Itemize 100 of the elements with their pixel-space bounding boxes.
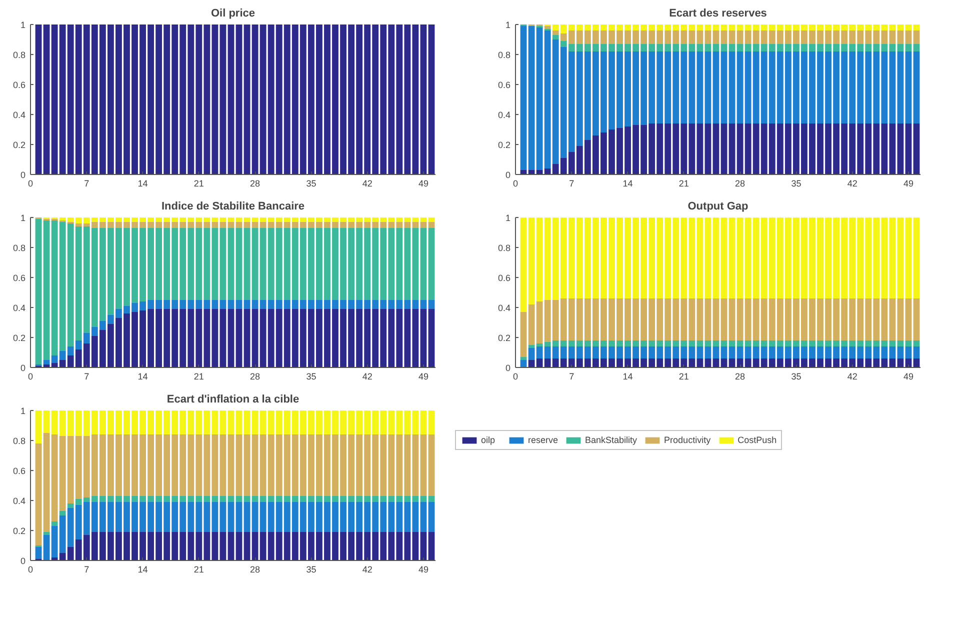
y-tick-label: 0.4 [12,496,26,506]
bar [220,309,226,368]
x-tick-label: 14 [622,178,633,188]
bar [220,496,226,502]
y-tick-label: 1 [505,20,511,30]
bar [712,340,720,346]
bar [420,496,427,502]
legend-label: CostPush [738,435,777,445]
bar [712,298,720,340]
bar [720,340,728,346]
bar [428,532,435,560]
bar [528,218,535,304]
y-tick-label: 0.8 [12,436,26,446]
bar [704,346,712,358]
legend-label: oilp [481,435,496,445]
y-tick-label: 0.2 [12,140,26,150]
bar [905,44,912,52]
y-tick-label: 0.2 [498,333,511,343]
bar [244,309,250,368]
bar [428,218,435,222]
bar [712,24,720,30]
x-tick-label: 7 [84,178,90,188]
bar [220,300,226,309]
bar [244,532,250,560]
bar [236,300,242,309]
y-tick-label: 0.6 [12,466,26,476]
x-tick-label: 0 [512,178,518,188]
bar [420,228,427,300]
bar [244,222,250,228]
bar [913,124,920,174]
bar [244,218,250,222]
x-tick-label: 28 [250,564,260,574]
x-tick-label: 28 [735,372,746,382]
y-tick-label: 0.8 [498,243,511,253]
bar [720,346,728,358]
bar [428,502,435,532]
bar [905,30,912,44]
bar [728,346,736,358]
chart-title: Ecart des reserves [669,8,767,20]
y-tick-label: 0.4 [498,303,511,313]
bar [228,502,234,532]
bar [720,24,728,30]
y-tick-label: 0.2 [498,140,511,150]
bar [220,434,226,496]
bar [35,410,42,444]
y-tick-label: 0.4 [12,110,26,120]
bar [913,340,920,346]
bar [244,410,250,434]
bar [244,496,250,502]
bar [712,44,720,52]
y-tick-label: 0 [20,556,26,566]
bar [420,218,427,222]
x-tick-label: 21 [194,178,204,188]
bar [520,357,527,360]
y-tick-label: 0.6 [12,80,26,90]
bar [35,219,42,364]
bar [720,30,728,44]
bar [428,434,435,496]
bar [704,218,712,298]
bar [905,52,912,124]
bar [43,360,50,364]
bar [728,298,736,340]
x-tick-label: 14 [622,372,633,382]
bar [236,410,242,434]
bar [228,434,234,496]
bar [728,30,736,44]
bar [428,228,435,300]
bar [43,535,50,560]
bar [728,52,736,124]
bar [520,26,527,170]
y-tick-label: 0 [505,170,511,180]
x-tick-label: 14 [138,178,148,188]
bar [712,52,720,124]
bar [428,410,435,434]
legend-label: BankStability [585,435,638,445]
x-tick-label: 0 [28,372,34,382]
y-tick-label: 0.8 [498,50,511,60]
bar [236,502,242,532]
y-tick-label: 0.4 [498,110,511,120]
bar [913,44,920,52]
bar [528,348,535,360]
bar [236,218,242,222]
bar [728,44,736,52]
bar [236,309,242,368]
bar [905,24,912,30]
bar [428,309,435,368]
bar [236,222,242,228]
x-tick-label: 0 [512,372,518,382]
x-tick-label: 49 [418,372,428,382]
bar [220,410,226,434]
bar [728,124,736,174]
bar [220,532,226,560]
bar [220,222,226,228]
bar [420,502,427,532]
bar [428,300,435,309]
x-tick-label: 35 [306,564,316,574]
bar [228,300,234,309]
y-tick-label: 0.8 [12,50,26,60]
x-tick-label: 0 [28,564,34,574]
legend-label: reserve [528,435,558,445]
